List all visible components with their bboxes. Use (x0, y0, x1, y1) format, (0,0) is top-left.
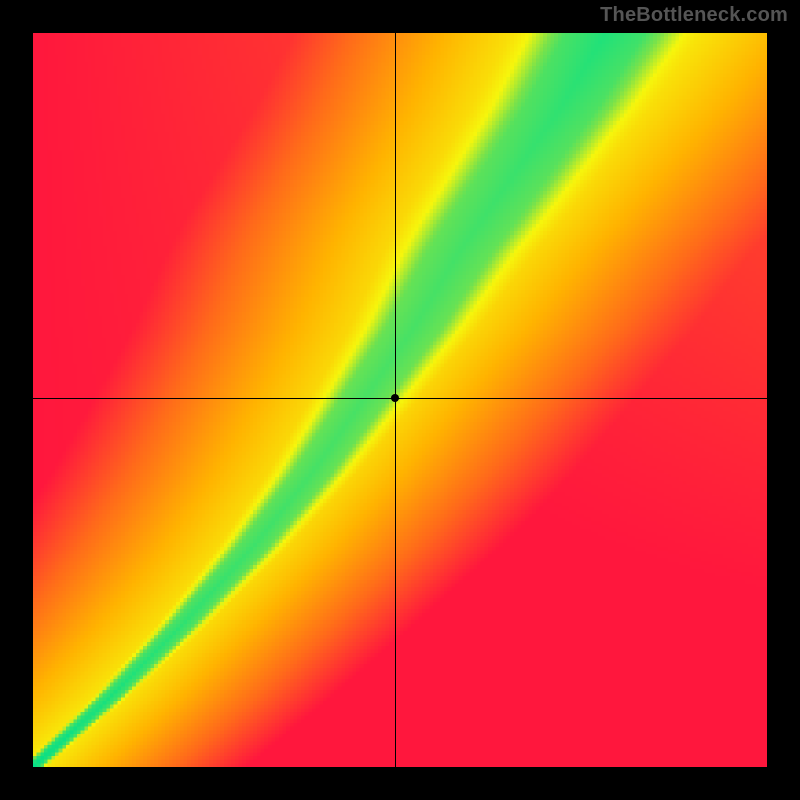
chart-container: TheBottleneck.com (0, 0, 800, 800)
crosshair-marker (391, 394, 399, 402)
attribution-label: TheBottleneck.com (600, 4, 788, 27)
heatmap-plot (33, 33, 767, 767)
crosshair-horizontal (33, 398, 767, 399)
